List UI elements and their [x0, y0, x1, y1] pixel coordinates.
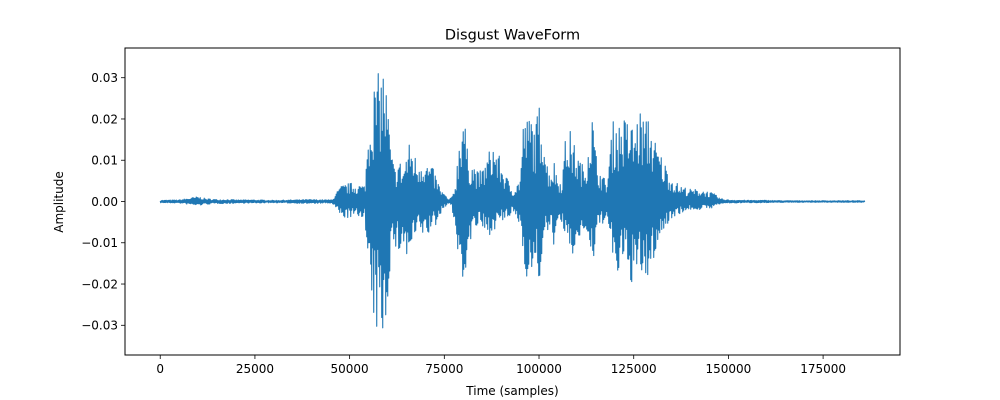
waveform-line [159, 73, 866, 329]
waveform-series [159, 73, 866, 329]
x-tick-label: 75000 [425, 362, 463, 376]
chart-title: Disgust WaveForm [445, 28, 580, 44]
y-tick-label: −0.02 [81, 277, 118, 291]
x-tick-label: 0 [156, 362, 164, 376]
x-tick-label: 50000 [331, 362, 369, 376]
y-tick-label: 0.03 [91, 71, 118, 85]
y-tick-label: −0.01 [81, 236, 118, 250]
x-tick-label: 25000 [236, 362, 274, 376]
x-tick-label: 125000 [611, 362, 657, 376]
y-tick-label: 0.02 [91, 112, 118, 126]
x-axis: 0 25000 50000 75000 100000 125000 150000 175000 [156, 355, 846, 376]
x-tick-label: 175000 [800, 362, 846, 376]
x-tick-label: 150000 [706, 362, 752, 376]
y-axis-label: Amplitude [52, 171, 66, 233]
x-axis-label: Time (samples) [465, 384, 558, 398]
plot-area [124, 47, 901, 356]
x-tick-label: 100000 [516, 362, 562, 376]
y-tick-label: 0.00 [91, 195, 118, 209]
y-tick-label: −0.03 [81, 319, 118, 333]
y-axis: −0.03 −0.02 −0.01 0.00 0.01 0.02 0.03 [81, 71, 125, 333]
y-tick-label: 0.01 [91, 154, 118, 168]
